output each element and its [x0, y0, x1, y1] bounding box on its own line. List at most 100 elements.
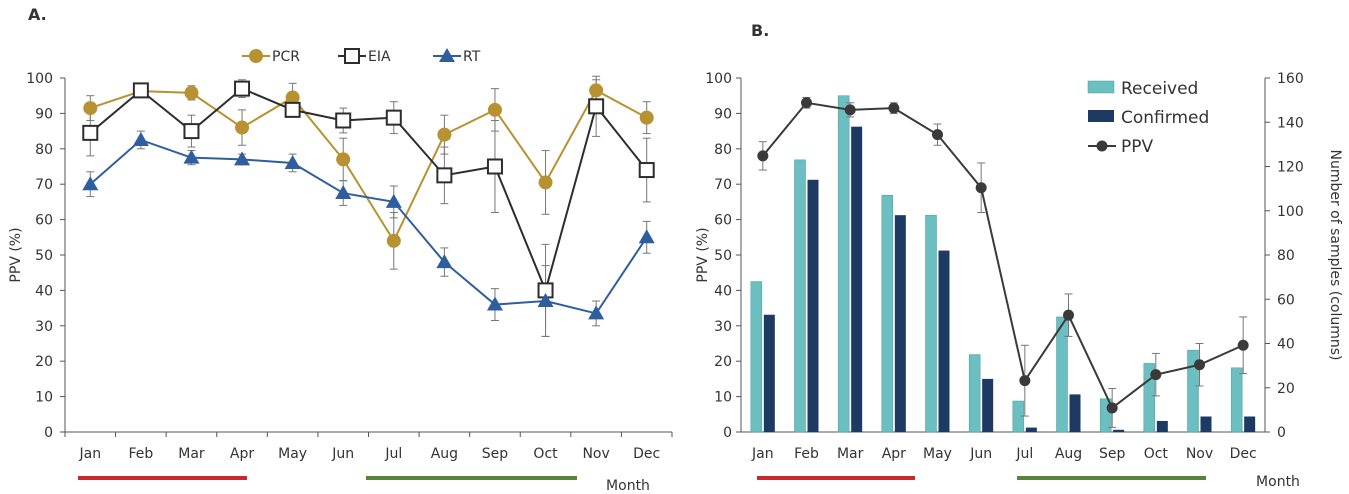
data-point-rt	[385, 193, 402, 208]
data-point-pcr	[487, 102, 502, 117]
panel-label-b: B.	[751, 21, 769, 40]
data-point-rt	[183, 149, 200, 164]
data-point-rt	[486, 296, 503, 311]
y-tick-label: 60	[714, 213, 732, 229]
x-tick-label: Sep	[482, 446, 509, 462]
data-point-rt	[234, 151, 251, 166]
data-point-eia	[385, 109, 402, 126]
y2-tick-label: 100	[1277, 204, 1304, 220]
bar-received	[750, 281, 763, 433]
bar-received	[1056, 316, 1068, 433]
bar-received	[1230, 367, 1243, 433]
y-tick-label: 90	[35, 106, 53, 122]
bar-confirmed	[1200, 416, 1212, 432]
y-tick-label: 100	[705, 71, 732, 87]
data-point-pcr	[538, 175, 553, 190]
y2-tick-label: 0	[1277, 425, 1286, 441]
bar-confirmed	[851, 126, 863, 433]
series-line-pcr	[89, 89, 648, 243]
data-point-ppv	[975, 182, 987, 194]
y2-tick-label: 80	[1277, 248, 1295, 264]
legend-label-eia: EIA	[368, 49, 391, 65]
data-point-rt	[284, 154, 301, 169]
bar-confirmed	[1069, 394, 1081, 432]
y-axis-title: PPV (%)	[8, 227, 24, 282]
y2-tick-label: 60	[1277, 292, 1295, 308]
data-point-eia	[183, 123, 200, 140]
data-point-ppv	[1237, 339, 1249, 351]
data-point-eia	[436, 167, 453, 184]
bar-confirmed	[982, 378, 994, 432]
x-tick-label: Jun	[331, 446, 354, 462]
data-point-ppv	[932, 129, 943, 141]
legend-label-rt: RT	[463, 49, 481, 65]
data-point-pcr	[639, 110, 654, 125]
x-tick-label: Feb	[794, 446, 819, 462]
y-tick-label: 50	[714, 248, 732, 264]
data-point-pcr	[184, 85, 199, 100]
bar-confirmed	[1113, 429, 1125, 432]
bar-confirmed	[1025, 427, 1037, 432]
panel-b: B. 0 10 20 30 40 50 60 70 80 90 100 0 20 40 60 80 100 120 1…	[695, 21, 1343, 490]
bar-confirmed	[1156, 420, 1168, 432]
y-tick-label: 90	[714, 106, 732, 122]
series-line-eia	[89, 87, 648, 294]
y2-tick-label: 40	[1277, 337, 1295, 353]
bar-received	[925, 214, 937, 433]
x-tick-label: Jul	[1015, 446, 1033, 462]
y-tick-label: 0	[44, 425, 53, 441]
bar-received	[968, 354, 981, 433]
data-point-pcr	[336, 152, 351, 167]
data-point-ppv	[1019, 375, 1031, 387]
x-tick-label: Jul	[384, 446, 402, 462]
bar-received	[881, 195, 894, 433]
y-tick-label: 40	[714, 283, 732, 299]
y-tick-label: 80	[714, 142, 732, 158]
x-tick-label: Sep	[1099, 446, 1126, 462]
legend-marker-eia	[344, 48, 360, 64]
legend-marker-rt	[439, 48, 455, 62]
y-tick-label: 30	[35, 319, 53, 335]
x-tick-label: Jun	[969, 446, 992, 462]
data-point-rt	[436, 254, 453, 269]
legend-label-ppv: PPV	[1121, 137, 1154, 157]
data-point-pcr	[285, 90, 300, 105]
data-point-ppv	[1063, 309, 1074, 321]
data-point-pcr	[235, 120, 250, 135]
legend-label-pcr: PCR	[272, 49, 300, 65]
bar-received	[794, 159, 806, 433]
bar-confirmed	[1244, 416, 1256, 432]
x-axis-title: Month	[1256, 474, 1300, 490]
y-tick-label: 60	[35, 213, 53, 229]
legend-swatch-received	[1087, 80, 1115, 94]
panel-label-a: A.	[28, 5, 47, 24]
data-point-ppv	[1194, 359, 1205, 371]
data-point-eia	[132, 82, 149, 99]
x-tick-label: Apr	[230, 446, 254, 462]
data-point-pcr	[386, 233, 401, 248]
x-tick-label: Oct	[1144, 446, 1169, 462]
x-tick-label: Feb	[128, 446, 153, 462]
data-point-eia	[335, 112, 352, 129]
y-tick-label: 10	[714, 390, 732, 406]
data-point-pcr	[589, 83, 604, 98]
bar-confirmed	[894, 215, 906, 432]
data-point-ppv	[888, 102, 900, 114]
bar-received	[837, 95, 850, 433]
y-tick-label: 10	[35, 390, 53, 406]
y-tick-label: 40	[35, 283, 53, 299]
data-point-eia	[234, 80, 251, 97]
x-tick-label: Dec	[1230, 446, 1257, 462]
y-tick-label: 80	[35, 142, 53, 158]
x-tick-label: Nov	[1186, 446, 1213, 462]
x-tick-label: May	[278, 446, 307, 462]
bar-received	[1187, 349, 1199, 433]
data-point-ppv	[1150, 369, 1162, 381]
data-point-pcr	[437, 127, 452, 142]
data-point-rt	[638, 229, 655, 244]
x-tick-label: Apr	[882, 446, 906, 462]
legend-marker-ppv	[1096, 140, 1108, 152]
data-point-ppv	[1106, 402, 1118, 414]
y-tick-label: 70	[714, 177, 732, 193]
x-tick-label: Aug	[431, 446, 458, 462]
